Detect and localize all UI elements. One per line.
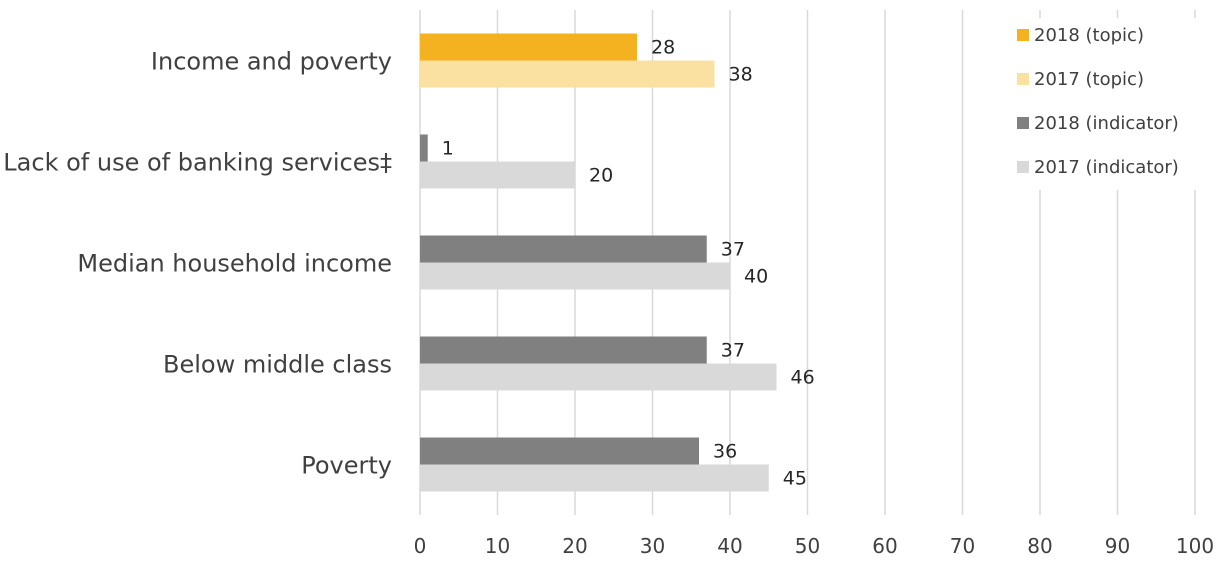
legend-label: 2017 (indicator) [1034,157,1179,178]
category-label: Median household income [77,250,392,278]
x-tick-label: 40 [717,534,742,558]
data-label: 38 [729,64,753,86]
x-tick-label: 30 [640,534,665,558]
data-label: 45 [783,468,807,490]
x-axis-tick-labels: 0 10 20 30 40 50 60 70 80 90 100 [414,534,1214,558]
data-labels: 28 38 1 20 37 40 37 46 36 45 [442,37,815,490]
legend-swatch [1017,73,1029,85]
bars [420,33,777,492]
bar-2018-indicator-poverty [420,437,699,465]
x-tick-label: 20 [562,534,587,558]
legend-label: 2018 (indicator) [1034,113,1179,134]
data-label: 28 [651,37,675,59]
category-label: Below middle class [163,351,392,379]
data-label: 36 [713,441,737,463]
legend-swatch [1017,161,1029,173]
bar-2018-indicator-lack-of-use-of-banking-services [420,134,428,162]
x-tick-label: 10 [485,534,510,558]
x-tick-label: 70 [950,534,975,558]
legend-swatch [1017,29,1029,41]
category-labels: Income and poverty Lack of use of banking… [3,48,392,480]
x-tick-label: 0 [414,534,427,558]
category-label: Lack of use of banking services‡ [3,149,392,177]
category-label: Income and poverty [151,48,392,76]
bar-2018-indicator-median-household-income [420,235,707,263]
legend-label: 2017 (topic) [1034,69,1144,90]
x-tick-label: 100 [1176,534,1214,558]
category-label: Poverty [301,452,392,480]
data-label: 37 [721,340,745,362]
x-tick-label: 60 [872,534,897,558]
x-tick-label: 80 [1027,534,1052,558]
x-tick-label: 90 [1105,534,1130,558]
legend-label: 2018 (topic) [1034,25,1144,46]
bar-2017-indicator-lack-of-use-of-banking-services [420,161,575,189]
data-label: 20 [589,165,613,187]
bar-2017-topic-income-and-poverty [420,60,715,88]
bar-2017-indicator-poverty [420,464,769,492]
data-label: 46 [791,367,815,389]
data-label: 37 [721,239,745,261]
bar-2018-topic-income-and-poverty [420,33,637,61]
data-label: 40 [744,266,768,288]
bar-2018-indicator-below-middle-class [420,336,707,364]
bar-2017-indicator-below-middle-class [420,363,777,391]
bar-2017-indicator-median-household-income [420,262,730,290]
legend: 2018 (topic) 2017 (topic) 2018 (indicator)… [1010,18,1200,190]
x-tick-label: 50 [795,534,820,558]
legend-background [1010,18,1200,190]
legend-swatch [1017,117,1029,129]
data-label: 1 [442,138,454,160]
